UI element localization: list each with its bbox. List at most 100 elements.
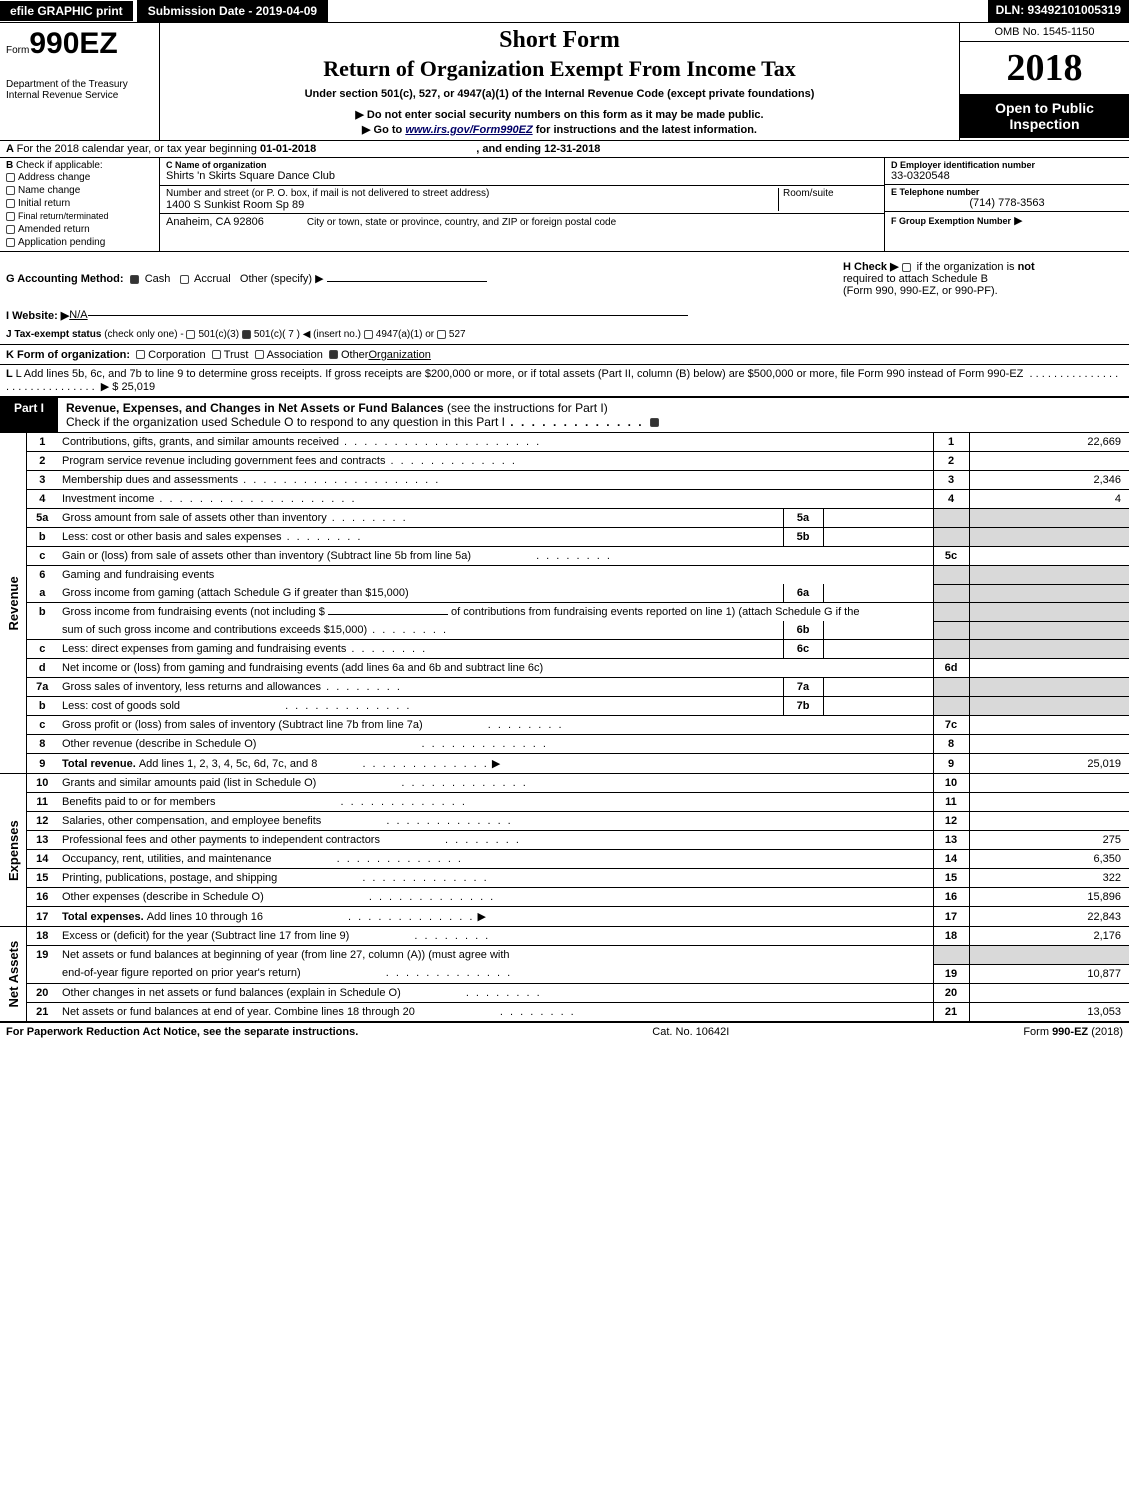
- chk-h[interactable]: [902, 263, 911, 272]
- row-desc: Gross amount from sale of assets other t…: [62, 512, 327, 524]
- row-desc: Net assets or fund balances at end of ye…: [62, 1006, 415, 1018]
- chk-4947[interactable]: [364, 330, 373, 339]
- row-num: 17: [26, 907, 58, 927]
- row-desc: Occupancy, rent, utilities, and maintena…: [62, 853, 272, 865]
- subtitle-goto: ▶ Go to www.irs.gov/Form990EZ for instru…: [168, 123, 951, 136]
- netassets-side-label: Net Assets: [0, 927, 26, 1022]
- irs-link[interactable]: www.irs.gov/Form990EZ: [405, 124, 532, 136]
- chk-trust[interactable]: [212, 350, 221, 359]
- chk-address-change[interactable]: [6, 173, 15, 182]
- row-desc: Gross profit or (loss) from sales of inv…: [62, 719, 423, 731]
- row-num: c: [26, 547, 58, 566]
- part-1-sub: Check if the organization used Schedule …: [66, 415, 505, 429]
- chk-501c[interactable]: [242, 330, 251, 339]
- row-desc: Less: direct expenses from gaming and fu…: [62, 643, 346, 655]
- chk-final-return[interactable]: [6, 212, 15, 221]
- chk-amended[interactable]: [6, 225, 15, 234]
- row-num: 3: [26, 471, 58, 490]
- amount-cell: 322: [969, 869, 1129, 888]
- row-desc: Printing, publications, postage, and shi…: [62, 872, 277, 884]
- phone-value: (714) 778-3563: [891, 197, 1123, 209]
- amount-cell: 22,669: [969, 433, 1129, 452]
- row-desc: Gross income from fundraising events (no…: [62, 606, 328, 618]
- amount-cell: 22,843: [969, 907, 1129, 927]
- chk-cash[interactable]: [130, 275, 139, 284]
- row-num: 8: [26, 735, 58, 754]
- amount-cell: [969, 659, 1129, 678]
- dept-treasury: Department of the Treasury: [6, 79, 153, 90]
- lbl-cash: Cash: [145, 273, 171, 285]
- chk-app-pending[interactable]: [6, 238, 15, 247]
- row-desc: Excess or (deficit) for the year (Subtra…: [62, 930, 349, 942]
- line-k: K Form of organization: Corporation Trus…: [0, 345, 1129, 365]
- row-desc: Contributions, gifts, grants, and simila…: [62, 436, 339, 448]
- chk-other-org[interactable]: [329, 350, 338, 359]
- mid-col: 7b: [783, 697, 823, 716]
- form-header: Form990EZ Department of the Treasury Int…: [0, 23, 1129, 141]
- row-desc: Investment income: [62, 493, 154, 505]
- arrow-icon: ▶: [1014, 215, 1022, 227]
- revenue-side-label: Revenue: [0, 433, 26, 774]
- line-col: 14: [933, 850, 969, 869]
- chk-527[interactable]: [437, 330, 446, 339]
- row-num: c: [26, 716, 58, 735]
- chk-501c3[interactable]: [186, 330, 195, 339]
- row-num: 5a: [26, 509, 58, 528]
- row-desc: Total revenue.: [62, 758, 139, 770]
- dln: DLN: 93492101005319: [988, 0, 1129, 22]
- row-desc: Salaries, other compensation, and employ…: [62, 815, 321, 827]
- mid-col: 6a: [783, 584, 823, 603]
- box-d-e-f: D Employer identification number 33-0320…: [884, 158, 1129, 251]
- chk-initial-return[interactable]: [6, 199, 15, 208]
- row-desc: Benefits paid to or for members: [62, 796, 215, 808]
- amount-cell: [969, 812, 1129, 831]
- row-num: 6: [26, 566, 58, 585]
- row-desc: Gross income from gaming (attach Schedul…: [62, 587, 409, 599]
- row-num: 7a: [26, 678, 58, 697]
- row-desc: Membership dues and assessments: [62, 474, 238, 486]
- ein-value: 33-0320548: [891, 170, 1123, 182]
- top-bar: efile GRAPHIC print Submission Date - 20…: [0, 0, 1129, 23]
- chk-corp[interactable]: [136, 350, 145, 359]
- line-col: 3: [933, 471, 969, 490]
- chk-accrual[interactable]: [180, 275, 189, 284]
- line-col: 9: [933, 754, 969, 774]
- cat-no: Cat. No. 10642I: [652, 1026, 729, 1038]
- form-number: 990EZ: [29, 27, 117, 60]
- row-desc: Grants and similar amounts paid (list in…: [62, 777, 316, 789]
- chk-name-change[interactable]: [6, 186, 15, 195]
- amount-cell: [969, 793, 1129, 812]
- row-num: 10: [26, 774, 58, 793]
- line-col: 4: [933, 490, 969, 509]
- form-ref: 990-EZ: [1052, 1026, 1088, 1038]
- row-num: b: [26, 697, 58, 716]
- chk-schedule-o[interactable]: [650, 418, 659, 427]
- omb-number: OMB No. 1545-1150: [960, 23, 1129, 42]
- expenses-side-label: Expenses: [0, 774, 26, 927]
- line-col: 1: [933, 433, 969, 452]
- amount-cell: 15,896: [969, 888, 1129, 907]
- row-num: 11: [26, 793, 58, 812]
- open-to-public: Open to PublicInspection: [960, 94, 1129, 138]
- irs-label: Internal Revenue Service: [6, 90, 153, 101]
- website-value: N/A: [69, 309, 87, 321]
- page-footer: For Paperwork Reduction Act Notice, see …: [0, 1022, 1129, 1041]
- mid-col: 5b: [783, 528, 823, 547]
- row-num: d: [26, 659, 58, 678]
- part-1-header: Part I Revenue, Expenses, and Changes in…: [0, 396, 1129, 433]
- amount-cell: 2,346: [969, 471, 1129, 490]
- row-num: 2: [26, 452, 58, 471]
- row-num: a: [26, 584, 58, 603]
- line-col: 12: [933, 812, 969, 831]
- row-desc: Total expenses.: [62, 911, 147, 923]
- line-col: 19: [933, 964, 969, 983]
- row-desc: Other changes in net assets or fund bala…: [62, 987, 401, 999]
- row-desc: Gaming and fundraising events: [62, 569, 214, 581]
- main-title: Return of Organization Exempt From Incom…: [168, 56, 951, 82]
- line-col: 18: [933, 927, 969, 946]
- box-c: C Name of organization Shirts 'n Skirts …: [160, 158, 884, 251]
- entity-block: B Check if applicable: Address change Na…: [0, 158, 1129, 252]
- efile-print-button[interactable]: efile GRAPHIC print: [0, 1, 133, 21]
- chk-assoc[interactable]: [255, 350, 264, 359]
- lbl-name-change: Name change: [18, 185, 80, 196]
